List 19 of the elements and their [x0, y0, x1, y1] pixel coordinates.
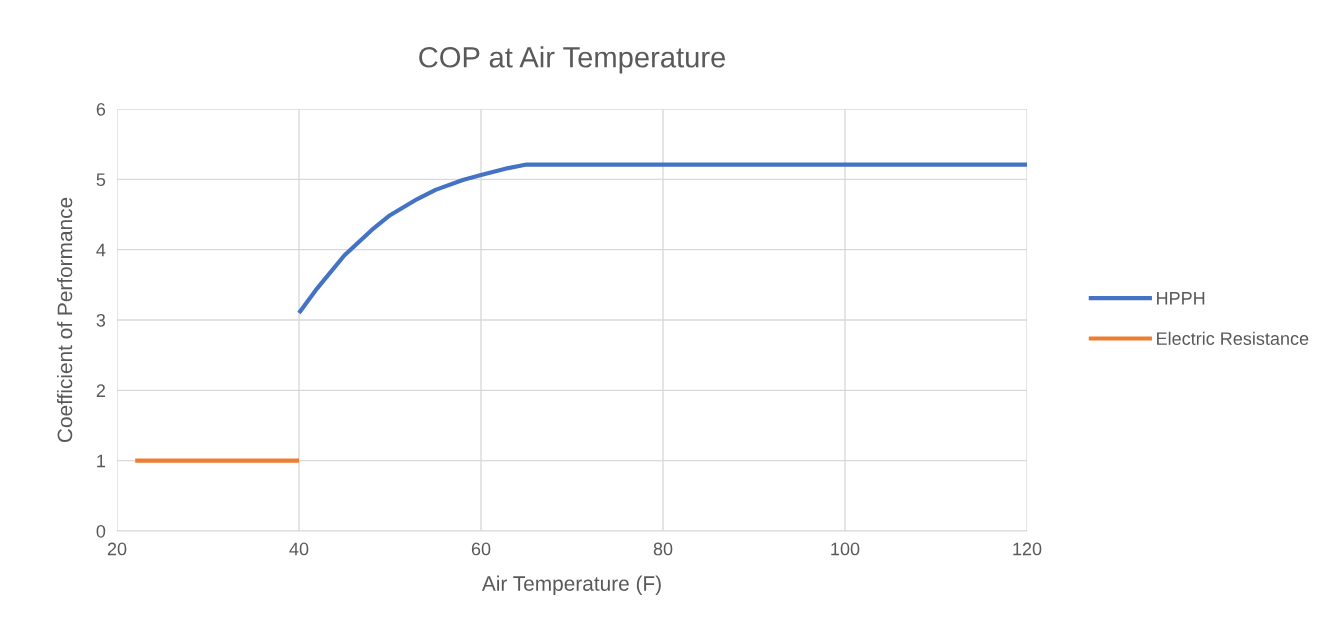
y-tick-label: 6 — [96, 102, 106, 116]
y-axis-title: Coefficient of Performance — [56, 197, 73, 443]
y-tick-label: 0 — [96, 524, 106, 538]
y-tick-label: 5 — [96, 173, 106, 187]
legend-label: Electric Resistance — [1157, 331, 1309, 345]
y-tick-label: 1 — [97, 454, 106, 468]
x-tick-label: 40 — [289, 542, 309, 556]
x-tick-label: 20 — [107, 542, 127, 556]
line-series — [296, 162, 1027, 316]
legend-label: HPPH — [1157, 292, 1205, 305]
x-tick-label: 60 — [471, 542, 491, 556]
x-tick-label: 80 — [653, 542, 673, 556]
x-axis-title: Air Temperature (F) — [481, 575, 661, 596]
y-tick-label: 4 — [96, 243, 106, 257]
x-tick-label: 100 — [831, 542, 860, 556]
x-tick-label: 120 — [1013, 542, 1042, 556]
y-tick-label: 3 — [96, 313, 106, 327]
y-tick-label: 2 — [96, 384, 105, 397]
chart-title: COP at Air Temperature — [419, 46, 725, 74]
